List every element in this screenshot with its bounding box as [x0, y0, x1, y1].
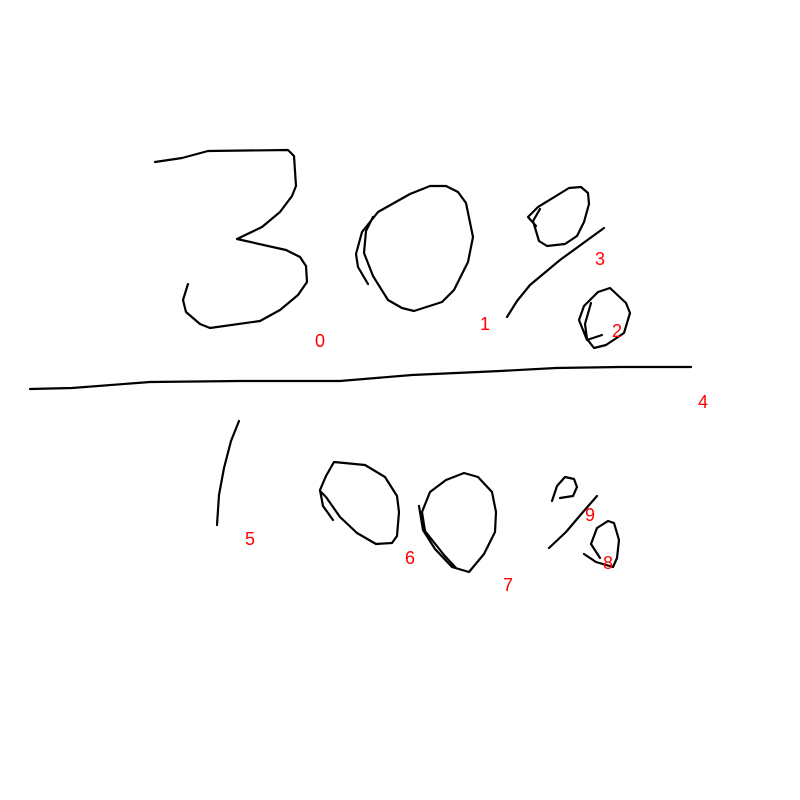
- stroke-label-4: 4: [698, 392, 709, 412]
- stroke-label-9: 9: [585, 505, 596, 525]
- stroke-9-slash-path: [547, 494, 599, 550]
- stroke-1-path: [354, 184, 475, 313]
- stroke-label-1: 1: [480, 314, 491, 334]
- stroke-label-6: 6: [405, 548, 416, 568]
- stroke-8-path: [582, 519, 621, 569]
- stroke-7-path: [417, 471, 498, 574]
- stroke-3-slash-path: [505, 226, 606, 319]
- stroke-label-0: 0: [315, 331, 326, 351]
- stroke-5-path: [215, 419, 241, 527]
- stroke-label-8: 8: [603, 553, 614, 573]
- stroke-6-path: [318, 460, 401, 546]
- stroke-label-7: 7: [503, 575, 514, 595]
- stroke-label-5: 5: [245, 529, 256, 549]
- stroke-4-path: [28, 365, 693, 391]
- stroke-label-3: 3: [595, 249, 606, 269]
- stroke-9-path: [550, 475, 579, 503]
- stroke-2-path: [577, 286, 632, 350]
- stroke-label-2: 2: [612, 321, 623, 341]
- stroke-3-path: [526, 185, 591, 248]
- stroke-0-path: [153, 148, 309, 330]
